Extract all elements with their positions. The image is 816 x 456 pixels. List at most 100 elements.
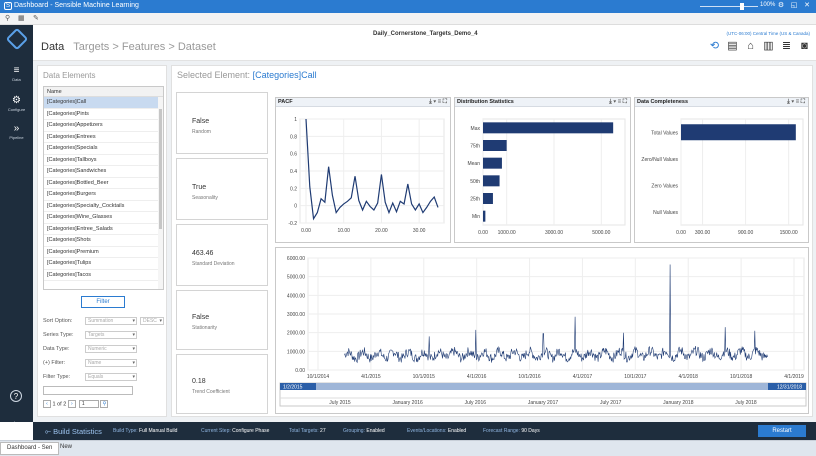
filter-button[interactable]: Filter (81, 296, 125, 308)
pencil-icon[interactable]: ✎ (33, 15, 39, 22)
y-tick-label: 0 (294, 204, 297, 210)
y-tick-label: 5000.00 (287, 275, 305, 281)
breadcrumb-separator: > (168, 41, 175, 53)
total-targets: Total Targets: 27 (289, 428, 326, 434)
distribution-chart: 0.00 1000.00 3000.00 5000.00 Max 75th Mean 50th… (467, 118, 626, 236)
breadcrumb-targets[interactable]: Targets (73, 41, 110, 53)
sidebar-item-configure[interactable]: ⚙ Configure (0, 95, 33, 112)
build-statistics-title: ⟜ Build Statistics (45, 427, 102, 436)
y-tick-label: 0.8 (290, 134, 297, 140)
y-tick-label: 25th (470, 197, 480, 203)
breadcrumb-data[interactable]: Data (41, 41, 65, 53)
x-tick-label: 10/1/2017 (624, 374, 646, 380)
distribution-panel: Distribution Statistics ⤓ ▾ ≡ ⛶ 0.00 1000.… (454, 97, 631, 243)
build-type: Build Type: Full Manual Build (113, 428, 178, 434)
sidebar-item-data[interactable]: ≡ Data (0, 65, 33, 82)
scrollbar[interactable] (158, 97, 163, 289)
series-type-select[interactable]: Targets ▾ (85, 331, 137, 339)
list-item[interactable]: [Categories]Wine_Glasses (44, 212, 163, 224)
help-icon[interactable]: ? (10, 390, 22, 402)
range-tick-label: July 2018 (735, 400, 757, 406)
list-item[interactable]: [Categories]Tulips (44, 258, 163, 270)
sort-option-select[interactable]: Summation ▾ (85, 317, 137, 325)
sidebar-item-pipeline[interactable]: » Pipeline (0, 123, 33, 140)
panel-tools-icon[interactable]: ⤓ ▾ ≡ ⛶ (787, 99, 805, 105)
list-item[interactable]: [Categories]Specials (44, 143, 163, 155)
grid-icon[interactable]: ▦ (18, 15, 25, 22)
stat-card-seasonality: True Seasonality (176, 158, 268, 220)
y-tick-label: Total Values (651, 130, 678, 136)
y-tick-label: Zero Values (651, 183, 678, 189)
list-item[interactable]: [Categories]Tacos (44, 270, 163, 281)
settings-icon[interactable]: ⚙ (10, 421, 19, 432)
filter-value-input[interactable] (43, 386, 133, 395)
breadcrumb-dataset[interactable]: Dataset (177, 41, 216, 53)
breadcrumb: Data Targets > Features > Dataset (41, 41, 216, 53)
list-item[interactable]: [Categories]Sandwiches (44, 166, 163, 178)
data-type-select[interactable]: Numeric ▾ (85, 345, 137, 353)
restart-button[interactable]: Restart (758, 425, 806, 437)
x-tick-label: 20.00 (375, 228, 388, 234)
gear-icon[interactable]: ⚙ (777, 2, 785, 9)
y-tick-label: 0.4 (290, 169, 297, 175)
page-input[interactable]: 1 (78, 400, 99, 408)
close-icon[interactable]: ✕ (804, 2, 810, 9)
report-icon[interactable]: ▥ (763, 40, 774, 52)
filter-icon[interactable]: ⚲ (5, 15, 11, 22)
refresh-icon[interactable]: ⟲ (709, 40, 720, 52)
x-tick-label: 1500.00 (780, 230, 798, 236)
taskbar-tab-dashboard[interactable]: Dashboard - Sen (0, 442, 60, 455)
list-item[interactable]: [Categories]Shots (44, 235, 163, 247)
list-item[interactable]: [Categories]Premium (44, 247, 163, 258)
pager: ‹ 1 of 2 › 1 ⚲ (43, 400, 109, 408)
bar (483, 193, 493, 204)
maximize-icon[interactable]: ◱ (790, 2, 798, 9)
plus-filter-select[interactable]: Name ▾ (85, 359, 137, 367)
y-tick-label: Zero/Null Values (641, 157, 678, 163)
prev-page-button[interactable]: ‹ (43, 400, 51, 408)
list-item[interactable]: [Categories]Tallboys (44, 155, 163, 166)
document-icon[interactable]: ▤ (727, 40, 738, 52)
next-page-button[interactable]: › (67, 400, 76, 408)
x-tick-label: 4/1/2015 (361, 374, 381, 380)
x-tick-label: 900.00 (738, 230, 754, 236)
filter-type-label: Filter Type: (43, 374, 71, 380)
list-item[interactable]: [Categories]Specialty_Cocktails (44, 201, 163, 212)
list-item[interactable]: [Categories]Entrees (44, 132, 163, 143)
panel-tools-icon[interactable]: ⤓ ▾ ≡ ⛶ (609, 99, 627, 105)
go-icon[interactable]: ⚲ (100, 400, 109, 408)
forecast-range: Forecast Range: 90 Days (483, 428, 540, 434)
range-tick-label: January 2017 (528, 400, 559, 406)
panel-tools-icon[interactable]: ⤓ ▾ ≡ ⛶ (429, 99, 447, 105)
database-icon[interactable]: ≣ (781, 40, 792, 52)
list-item[interactable]: [Categories]Entree_Salads (44, 224, 163, 235)
home-icon[interactable]: ⌂ (747, 40, 754, 52)
zoom-slider-handle[interactable] (740, 3, 744, 10)
list-item[interactable]: [Categories]Call (44, 97, 163, 109)
taskbar-new[interactable]: New (60, 444, 73, 450)
range-end-label: 12/31/2018 (777, 385, 802, 391)
x-tick-label: 5000.00 (592, 230, 610, 236)
list-item[interactable]: [Categories]Appetizers (44, 120, 163, 132)
filter-type-select[interactable]: Equals ▾ (85, 373, 137, 381)
breadcrumb-features[interactable]: Features (121, 41, 166, 53)
sliders-icon: ⚙ (12, 95, 21, 106)
list-item[interactable]: [Categories]Burgers (44, 189, 163, 201)
list-item[interactable]: [Categories]Pints (44, 109, 163, 120)
y-tick-label: 75th (470, 144, 480, 150)
storage-icon[interactable]: ◙ (801, 40, 808, 52)
sort-direction-select[interactable]: DESC ▾ (140, 317, 164, 325)
bar (483, 157, 502, 169)
zoom-slider[interactable] (700, 6, 758, 7)
list-item[interactable]: [Categories]Bottled_Beer (44, 178, 163, 189)
x-tick-label: 10/1/2016 (518, 374, 540, 380)
scrollbar-thumb[interactable] (159, 109, 162, 229)
database-icon: ≡ (13, 65, 20, 76)
x-tick-label: 4/1/2018 (678, 374, 698, 380)
chevrons-icon: » (13, 123, 20, 134)
y-tick-label: Max (471, 126, 481, 132)
list-header[interactable]: Name (44, 87, 163, 97)
bar (483, 122, 614, 134)
completeness-panel: Data Completeness ⤓ ▾ ≡ ⛶ 0.00 300.00 900.0… (634, 97, 809, 243)
data-type-label: Data Type: (43, 346, 70, 352)
